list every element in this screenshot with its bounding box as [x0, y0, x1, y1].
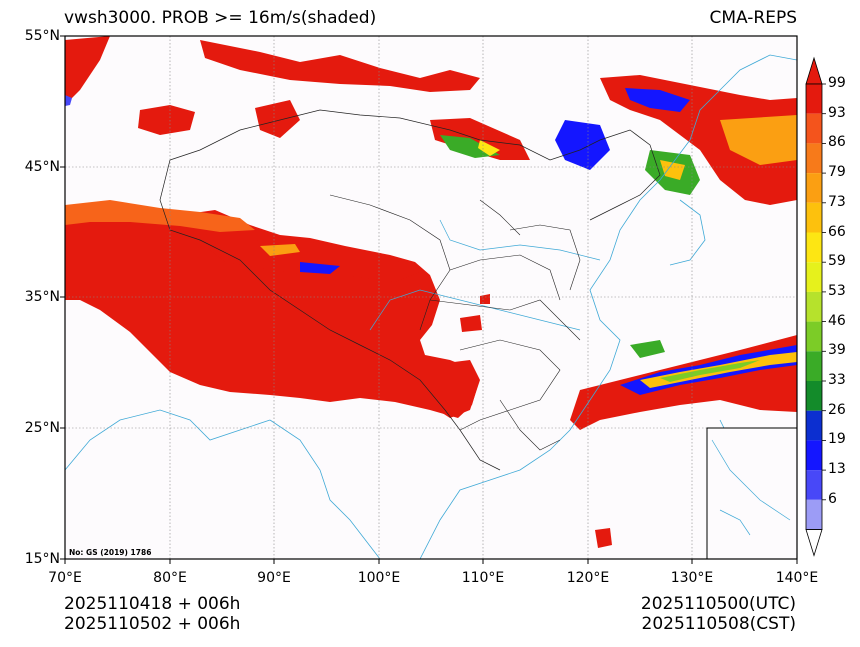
lon-label-120e: 120°E	[566, 570, 610, 586]
colorbar-swatch	[806, 113, 822, 144]
lat-label-15n: 15°N	[24, 551, 60, 567]
lat-label-55n: 55°N	[24, 28, 60, 44]
lon-label-70e: 70°E	[48, 570, 82, 586]
colorbar-level-label: 79	[828, 164, 846, 181]
colorbar-level-label: 59	[828, 253, 846, 270]
colorbar-level-label: 46	[828, 312, 846, 329]
colorbar-level-label: 73	[828, 193, 846, 210]
lon-label-100e: 100°E	[357, 570, 401, 586]
colorbar-swatch	[806, 351, 822, 381]
colorbar-level-label: 99	[828, 75, 846, 91]
colorbar-swatch	[806, 470, 822, 500]
colorbar	[805, 56, 826, 557]
colorbar-level-label: 93	[828, 104, 846, 121]
lon-label-90e: 90°E	[257, 570, 291, 586]
colorbar-level-label: 33	[828, 372, 846, 388]
colorbar-level-label: 53	[828, 282, 846, 299]
colorbar-level-label: 86	[828, 134, 846, 151]
colorbar-level-label: 13	[828, 461, 846, 478]
lon-label-140e: 140°E	[775, 570, 819, 586]
lon-label-80e: 80°E	[153, 570, 187, 586]
init-time-block: 2025110418 + 006h 2025110502 + 006h	[64, 594, 240, 634]
probability-shading	[65, 36, 797, 548]
init-time-cst: 2025110502 + 006h	[64, 614, 241, 634]
colorbar-swatch	[806, 381, 822, 411]
colorbar-extend-min	[805, 529, 823, 557]
colorbar-swatch	[806, 321, 822, 352]
colorbar-swatch	[806, 84, 822, 114]
lat-label-45n: 45°N	[24, 159, 60, 175]
colorbar-swatch	[806, 410, 822, 441]
colorbar-level-label: 39	[828, 342, 846, 359]
colorbar-swatch	[806, 202, 822, 233]
graticule	[65, 36, 797, 559]
lon-label-130e: 130°E	[670, 570, 714, 586]
south-china-sea-inset	[706, 427, 798, 560]
colorbar-level-label: 6	[828, 490, 837, 507]
lon-label-110e: 110°E	[461, 570, 505, 586]
init-time-utc: 2025110418 + 006h	[64, 594, 241, 614]
model-name: CMA-REPS	[709, 8, 797, 28]
colorbar-outline	[805, 83, 823, 530]
colorbar-swatch	[806, 262, 822, 292]
colorbar-swatch	[806, 232, 822, 263]
valid-time-block: 2025110500(UTC) 2025110508(CST)	[641, 594, 796, 634]
colorbar-swatch	[806, 143, 822, 174]
lat-label-25n: 25°N	[24, 420, 60, 436]
colorbar-swatch	[806, 440, 822, 471]
colorbar-swatch	[806, 291, 822, 322]
valid-time-utc: 2025110500(UTC)	[640, 594, 796, 614]
lat-label-35n: 35°N	[24, 289, 60, 305]
valid-time-cst: 2025110508(CST)	[641, 614, 796, 634]
axis-ticks	[60, 35, 798, 564]
colorbar-extend-max	[805, 56, 823, 85]
colorbar-level-label: 66	[828, 223, 846, 240]
map-review-number: No: GS (2019) 1786	[69, 548, 152, 557]
colorbar-swatch	[806, 499, 822, 530]
chart-title: vwsh3000. PROB >= 16m/s(shaded)	[64, 8, 377, 28]
colorbar-level-label: 26	[828, 401, 846, 418]
colorbar-level-label: 19	[828, 431, 846, 448]
colorbar-swatch	[806, 173, 822, 203]
